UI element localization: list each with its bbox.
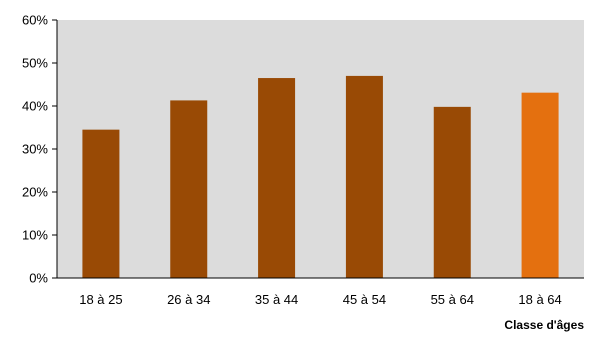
- bar-55--64: [433, 106, 471, 278]
- y-tick-label: 0%: [29, 271, 48, 286]
- bars: [82, 75, 559, 279]
- x-tick-label: 18 à 64: [518, 292, 561, 307]
- y-axis: 0% 10% 20% 30% 40% 50% 60%: [22, 13, 57, 286]
- y-tick-label: 60%: [22, 13, 48, 28]
- bar-35--44: [258, 78, 296, 278]
- bar-45--54: [345, 75, 383, 279]
- x-axis: 18 à 25 26 à 34 35 à 44 45 à 54 55 à 64 18 à …: [79, 292, 562, 307]
- x-tick-label: 45 à 54: [343, 292, 386, 307]
- plot-area: [57, 20, 584, 278]
- y-tick-label: 50%: [22, 56, 48, 71]
- y-tick-label: 10%: [22, 228, 48, 243]
- bar-18--64: [521, 92, 559, 278]
- x-tick-label: 18 à 25: [79, 292, 122, 307]
- y-tick-label: 30%: [22, 142, 48, 157]
- bar-18--25: [82, 129, 120, 278]
- x-axis-title: Classe d'âges: [504, 318, 584, 332]
- x-tick-label: 55 à 64: [431, 292, 474, 307]
- x-tick-label: 35 à 44: [255, 292, 298, 307]
- y-tick-label: 20%: [22, 185, 48, 200]
- y-tick-label: 40%: [22, 99, 48, 114]
- bar-26--34: [170, 100, 208, 278]
- x-tick-label: 26 à 34: [167, 292, 210, 307]
